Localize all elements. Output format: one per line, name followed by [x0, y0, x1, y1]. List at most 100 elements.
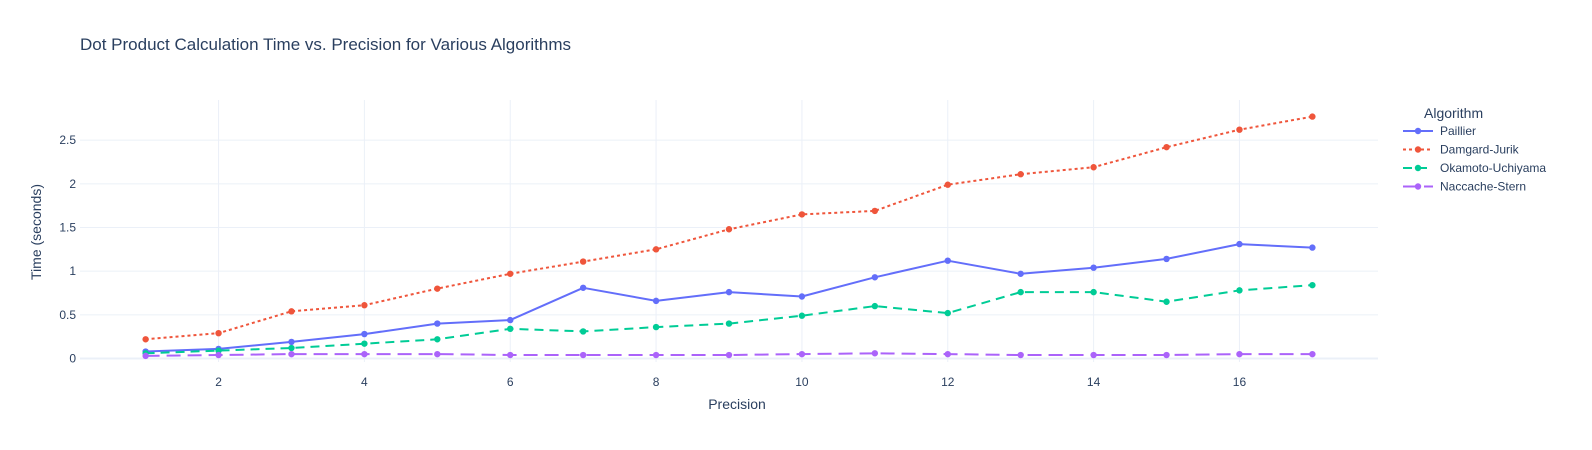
series-damgard-jurik	[142, 113, 1316, 343]
data-point-okamoto-uchiyama	[1017, 288, 1024, 296]
grid-layer	[80, 100, 1378, 362]
data-point-damgard-jurik	[652, 246, 660, 253]
data-point-okamoto-uchiyama	[434, 336, 441, 343]
legend-item-damgard-jurik[interactable]: Damgard-Jurik	[1403, 143, 1520, 157]
legend-item-naccache-stern[interactable]: Naccache-Stern	[1403, 180, 1526, 194]
data-point-paillier	[871, 274, 879, 281]
x-tick-label: 10	[795, 375, 809, 389]
data-point-damgard-jurik	[1090, 164, 1097, 171]
data-point-naccache-stern	[507, 351, 514, 359]
data-point-naccache-stern	[1090, 351, 1097, 359]
data-point-paillier	[361, 330, 368, 338]
legend-label-okamoto-uchiyama: Okamoto-Uchiyama	[1440, 161, 1546, 175]
data-point-okamoto-uchiyama	[1090, 288, 1097, 296]
y-tick-label: 0.5	[59, 308, 76, 322]
data-point-okamoto-uchiyama	[1236, 287, 1243, 294]
data-point-damgard-jurik	[579, 258, 587, 265]
data-point-okamoto-uchiyama	[725, 320, 733, 327]
data-point-paillier	[1236, 240, 1243, 248]
series-paillier	[142, 240, 1316, 355]
data-point-naccache-stern	[361, 350, 368, 358]
data-point-damgard-jurik	[142, 336, 149, 343]
data-point-okamoto-uchiyama	[798, 312, 806, 319]
series-line-naccache-stern	[145, 352, 1313, 357]
data-point-paillier	[944, 257, 951, 264]
data-point-paillier	[434, 320, 441, 327]
legend-label-paillier: Paillier	[1440, 124, 1476, 138]
data-point-damgard-jurik	[1163, 143, 1170, 151]
series-okamoto-uchiyama	[142, 281, 1316, 357]
legend-marker-okamoto-uchiyama	[1414, 164, 1422, 172]
x-tick-label: 6	[507, 375, 514, 389]
data-point-okamoto-uchiyama	[1309, 281, 1316, 289]
data-point-paillier	[1309, 244, 1316, 251]
legend-label-naccache-stern: Naccache-Stern	[1440, 180, 1526, 194]
data-point-naccache-stern	[725, 351, 733, 359]
legend-label-damgard-jurik: Damgard-Jurik	[1440, 143, 1520, 157]
series-line-okamoto-uchiyama	[145, 284, 1313, 355]
y-tick-label: 2	[69, 177, 76, 191]
legend-marker-damgard-jurik	[1414, 146, 1422, 153]
data-point-damgard-jurik	[1236, 126, 1243, 133]
y-tick-label: 1.5	[59, 221, 76, 235]
data-point-okamoto-uchiyama	[871, 302, 879, 310]
data-point-damgard-jurik	[798, 211, 806, 218]
data-point-naccache-stern	[1163, 351, 1170, 359]
series-naccache-stern	[142, 350, 1316, 360]
legend-marker-naccache-stern	[1414, 183, 1422, 190]
y-tick-label: 1	[69, 264, 76, 278]
data-point-naccache-stern	[579, 351, 587, 359]
data-point-damgard-jurik	[361, 302, 368, 309]
data-point-damgard-jurik	[507, 270, 514, 277]
x-tick-label: 4	[361, 375, 368, 389]
legend[interactable]: Algorithm Paillier Damgard-Jurik Okamoto-U…	[1403, 105, 1546, 194]
y-tick-label: 2.5	[59, 133, 76, 147]
data-point-naccache-stern	[871, 350, 879, 357]
data-point-naccache-stern	[1236, 350, 1243, 358]
data-point-paillier	[725, 288, 733, 296]
data-point-damgard-jurik	[725, 226, 733, 233]
y-axis-title: Time (seconds)	[28, 184, 44, 280]
data-point-paillier	[1017, 270, 1024, 277]
data-point-damgard-jurik	[434, 285, 441, 292]
x-tick-label: 12	[941, 375, 955, 389]
data-point-naccache-stern	[1309, 350, 1316, 358]
legend-title: Algorithm	[1424, 105, 1483, 121]
data-point-naccache-stern	[288, 350, 295, 358]
data-point-naccache-stern	[798, 350, 806, 358]
data-point-damgard-jurik	[1017, 171, 1024, 178]
data-point-damgard-jurik	[944, 181, 951, 188]
legend-item-paillier[interactable]: Paillier	[1403, 124, 1476, 138]
data-point-damgard-jurik	[1309, 113, 1316, 120]
data-point-naccache-stern	[215, 351, 222, 359]
data-point-okamoto-uchiyama	[288, 344, 295, 352]
data-point-naccache-stern	[142, 352, 149, 360]
data-point-paillier	[652, 297, 660, 305]
data-point-damgard-jurik	[871, 207, 879, 215]
y-tick-label: 0	[69, 352, 76, 366]
data-point-okamoto-uchiyama	[652, 323, 660, 331]
data-point-paillier	[1090, 264, 1097, 271]
series-layer	[142, 113, 1316, 360]
x-axis-title: Precision	[708, 396, 766, 412]
data-point-damgard-jurik	[215, 329, 222, 337]
x-tick-label: 2	[215, 375, 222, 389]
x-tick-label: 8	[653, 375, 660, 389]
data-point-naccache-stern	[1017, 351, 1024, 359]
legend-marker-paillier	[1414, 127, 1422, 135]
data-point-naccache-stern	[434, 350, 441, 358]
data-point-damgard-jurik	[288, 308, 295, 315]
legend-item-okamoto-uchiyama[interactable]: Okamoto-Uchiyama	[1403, 161, 1546, 175]
chart-title: Dot Product Calculation Time vs. Precisi…	[80, 35, 571, 54]
x-tick-label: 14	[1087, 375, 1101, 389]
data-point-okamoto-uchiyama	[944, 309, 951, 317]
data-point-paillier	[798, 293, 806, 300]
data-point-okamoto-uchiyama	[361, 340, 368, 347]
data-point-naccache-stern	[944, 350, 951, 358]
data-point-okamoto-uchiyama	[507, 325, 514, 333]
data-point-paillier	[1163, 255, 1170, 263]
data-point-paillier	[288, 338, 295, 346]
data-point-naccache-stern	[652, 351, 660, 359]
